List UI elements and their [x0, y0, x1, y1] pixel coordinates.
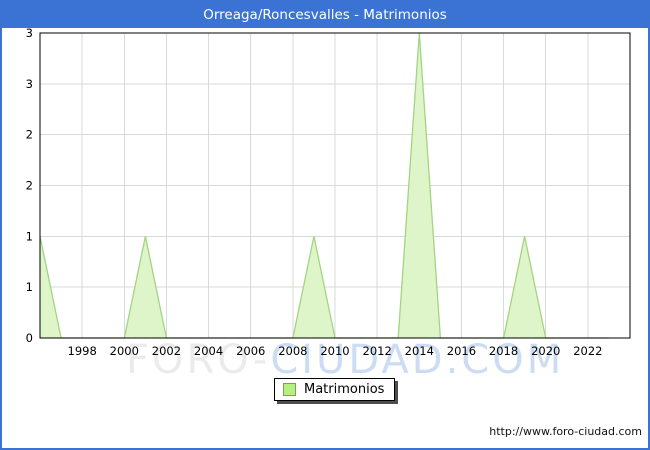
svg-text:2016: 2016 [447, 344, 476, 358]
plot-frame [39, 32, 631, 339]
svg-text:2018: 2018 [489, 344, 518, 358]
svg-text:0: 0 [26, 331, 33, 345]
svg-text:3: 3 [26, 26, 33, 40]
svg-text:2: 2 [26, 128, 33, 142]
svg-text:2008: 2008 [278, 344, 307, 358]
footer-url: http://www.foro-ciudad.com [489, 425, 642, 438]
svg-text:1: 1 [26, 229, 33, 243]
svg-text:1998: 1998 [68, 344, 97, 358]
svg-text:2000: 2000 [110, 344, 139, 358]
svg-text:2014: 2014 [405, 344, 434, 358]
watermark: FORO-CIUDAD.COM [126, 336, 564, 384]
svg-text:2012: 2012 [363, 344, 392, 358]
y-axis-labels: 3 3 2 2 1 1 0 [26, 26, 33, 345]
gridlines [40, 33, 630, 338]
legend-label: Matrimonios [304, 382, 385, 397]
svg-text:2020: 2020 [531, 344, 560, 358]
x-axis-labels: 1998 2000 2002 2004 2006 2008 2010 2012 2014 2016… [68, 344, 603, 358]
legend: Matrimonios [274, 378, 396, 401]
svg-text:3: 3 [26, 77, 33, 91]
watermark-ciudad: CIUDAD.COM [270, 337, 565, 383]
legend-swatch-icon [283, 383, 296, 396]
chart-title-bar: Orreaga/Roncesvalles - Matrimonios [2, 2, 648, 28]
svg-text:2006: 2006 [236, 344, 265, 358]
svg-text:2004: 2004 [194, 344, 223, 358]
svg-text:2010: 2010 [320, 344, 349, 358]
plot-area: 1998 2000 2002 2004 2006 2008 2010 2012 2014 2016… [26, 26, 631, 358]
svg-text:2: 2 [26, 179, 33, 193]
watermark-foro: FORO- [126, 337, 271, 383]
svg-text:2002: 2002 [152, 344, 181, 358]
svg-text:1: 1 [26, 280, 33, 294]
chart-title: Orreaga/Roncesvalles - Matrimonios [203, 7, 447, 23]
svg-text:2022: 2022 [573, 344, 602, 358]
area-series-line [39, 32, 609, 339]
